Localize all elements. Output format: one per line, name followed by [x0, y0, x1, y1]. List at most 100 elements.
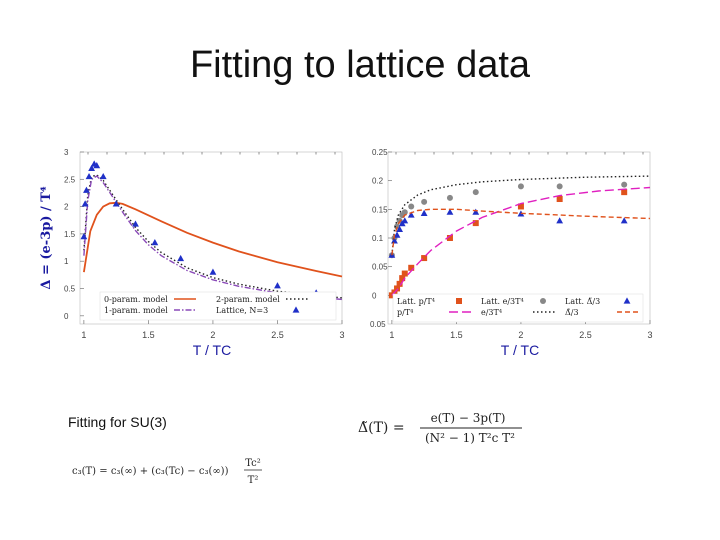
- x-tick-label: 1.5: [142, 330, 155, 340]
- y-tick-label: 0.15: [372, 205, 388, 214]
- legend-label: Latt. p/T⁴: [397, 297, 435, 306]
- legend-box: [99, 291, 337, 321]
- data-point: [209, 268, 217, 275]
- legend-label: Δ̃/3: [565, 308, 579, 317]
- left-chart: Δ = (e-3p) / T⁴ T / TC 1 1.5 2 2.5 3 0 0.5 1 1.5…: [39, 148, 345, 358]
- y-tick-label: 0.1: [372, 234, 384, 243]
- data-point: [88, 164, 96, 171]
- legend-marker: [456, 298, 462, 304]
- y-tick-label: 2.5: [64, 175, 76, 184]
- y-tick-label: 2: [64, 203, 69, 212]
- data-point: [85, 172, 93, 180]
- series-line: [83, 175, 343, 301]
- data-point: [132, 220, 139, 227]
- legend-label: Latt. e/3T⁴: [481, 297, 524, 306]
- data-point: [112, 200, 120, 207]
- series-line: [391, 186, 651, 296]
- delta-formula-denominator: (N² − 1) T²c T²: [425, 431, 515, 445]
- x-tick-label: 3: [647, 330, 652, 340]
- data-point: [396, 225, 404, 232]
- legend-box: [392, 293, 644, 323]
- x-tick-label: 1.5: [450, 330, 463, 340]
- x-tick-label: 2.5: [579, 330, 592, 340]
- x-tick-label: 3: [339, 330, 344, 340]
- y-tick-label: 3: [64, 148, 69, 157]
- data-point: [93, 162, 101, 169]
- legend-marker: [292, 306, 300, 313]
- data-point: [446, 208, 454, 215]
- data-point: [556, 196, 563, 203]
- y-tick-label: 0.2: [372, 177, 384, 186]
- data-point: [472, 189, 479, 196]
- x-tick-label: 1: [81, 330, 86, 340]
- left-y-axis-label: Δ = (e-3p) / T⁴: [39, 186, 54, 290]
- data-point: [421, 255, 428, 262]
- y-tick-label: 0.05: [372, 263, 388, 272]
- data-point: [556, 183, 563, 190]
- y-tick-label: 0.05: [370, 320, 386, 329]
- delta-formula: Δ̃(T) = e(T) − 3p(T) (N² − 1) T²c T²: [358, 411, 522, 445]
- legend-marker: [623, 297, 631, 304]
- y-tick-label: 0: [372, 291, 377, 300]
- data-point: [80, 233, 88, 240]
- y-tick-label: 1: [64, 257, 69, 266]
- slide-title: Fitting to lattice data: [189, 44, 531, 86]
- y-tick-label: 0.25: [372, 148, 388, 157]
- y-tick-label: 0: [64, 312, 69, 321]
- data-point: [408, 203, 415, 210]
- c3-formula: c₃(T) = c₃(∞) + (c₃(Tc) − c₃(∞)) Tc² T²: [72, 458, 262, 486]
- data-point: [151, 239, 159, 246]
- series-line: [83, 174, 343, 299]
- right-chart: T / TC 1 1.5 2 2.5 30.0500.050.10.150.20.25 …: [370, 148, 653, 358]
- x-tick-label: 2.5: [271, 330, 284, 340]
- legend-label: 2-param. model: [216, 295, 280, 304]
- data-point: [99, 172, 107, 180]
- legend-label: 1-param. model: [104, 306, 168, 315]
- delta-formula-lhs: Δ̃(T) =: [358, 420, 405, 436]
- data-point: [620, 217, 628, 224]
- data-point: [401, 209, 408, 216]
- y-tick-label: 0.5: [64, 285, 76, 294]
- data-point: [621, 189, 628, 196]
- legend-label: Latt. Δ̃/3: [565, 297, 600, 306]
- data-point: [396, 280, 403, 287]
- data-point: [401, 270, 408, 277]
- data-point: [399, 275, 406, 282]
- data-point: [274, 282, 281, 289]
- data-point: [556, 217, 564, 224]
- data-point: [421, 198, 428, 205]
- data-point: [517, 183, 524, 190]
- data-point: [621, 181, 628, 188]
- legend-label: 0-param. model: [104, 295, 168, 304]
- series-line: [391, 208, 651, 256]
- data-point: [420, 209, 428, 216]
- legend-label: Lattice, N=3: [216, 306, 268, 315]
- series-line: [83, 201, 343, 278]
- x-tick-label: 2: [518, 330, 523, 340]
- c3-formula-frac-den: T²: [248, 475, 259, 486]
- legend-marker: [540, 298, 546, 304]
- data-point: [83, 186, 90, 193]
- c3-formula-frac-num: Tc²: [245, 458, 261, 469]
- x-tick-label: 2: [210, 330, 215, 340]
- data-point: [177, 254, 185, 262]
- data-point: [408, 264, 415, 271]
- legend-label: e/3T⁴: [481, 308, 502, 317]
- data-point: [81, 200, 89, 207]
- left-x-axis-label: T / TC: [193, 342, 231, 358]
- legend-label: p/T⁴: [397, 308, 413, 317]
- data-point: [446, 235, 453, 241]
- data-point: [407, 211, 415, 218]
- right-x-axis-label: T / TC: [501, 342, 539, 358]
- caption-fitting-su3: Fitting for SU(3): [68, 414, 167, 430]
- data-point: [446, 194, 453, 201]
- data-point: [472, 220, 479, 227]
- y-tick-label: 1.5: [64, 230, 76, 239]
- data-point: [394, 285, 401, 292]
- data-point: [472, 208, 480, 215]
- data-point: [517, 203, 524, 210]
- x-tick-label: 1: [389, 330, 394, 340]
- c3-formula-lhs: c₃(T) = c₃(∞) + (c₃(Tc) − c₃(∞)): [72, 466, 229, 477]
- data-point: [393, 231, 401, 238]
